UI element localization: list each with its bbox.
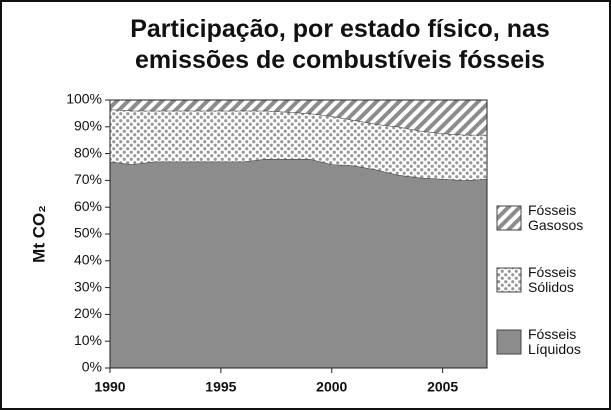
area — [110, 100, 487, 135]
legend-swatch — [496, 205, 522, 231]
legend-label: Fósseis Líquidos — [528, 326, 581, 357]
area — [110, 109, 487, 181]
legend-label: Fósseis Gasosos — [528, 202, 584, 233]
y-tick-label: 100% — [66, 91, 102, 107]
y-axis-label: Mt CO₂ — [29, 205, 48, 263]
y-tick-label: 70% — [74, 171, 102, 187]
legend-label: Fósseis Sólidos — [528, 264, 577, 295]
legend-swatch — [496, 267, 522, 293]
legend-swatch — [496, 329, 522, 355]
x-tick-label: 1990 — [94, 379, 125, 395]
area — [110, 158, 487, 368]
y-tick-label: 40% — [74, 252, 102, 268]
y-tick-label: 30% — [74, 278, 102, 294]
x-tick-label: 1995 — [205, 379, 236, 395]
y-tick-label: 60% — [74, 198, 102, 214]
y-tick-label: 10% — [74, 332, 102, 348]
y-tick-label: 80% — [74, 144, 102, 160]
chart-title: Participação, por estado físico, nas emi… — [130, 15, 550, 74]
x-tick-label: 2005 — [427, 379, 458, 395]
y-tick-label: 20% — [74, 305, 102, 321]
x-tick-label: 2000 — [316, 379, 347, 395]
y-tick-label: 50% — [74, 225, 102, 241]
y-tick-label: 0% — [82, 359, 102, 375]
y-tick-label: 90% — [74, 118, 102, 134]
